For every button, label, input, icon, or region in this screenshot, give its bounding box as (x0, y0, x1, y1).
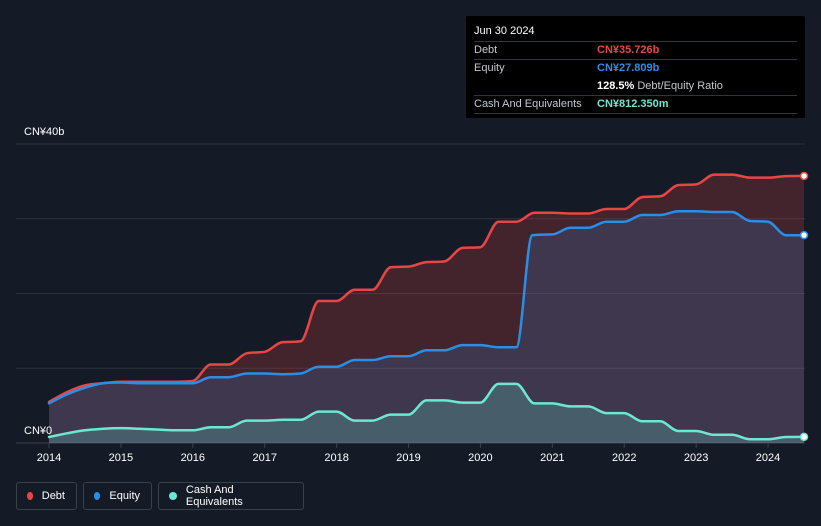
legend-debt-label: Debt (41, 490, 65, 502)
x-tick-label: 2020 (468, 452, 492, 464)
tooltip-date: Jun 30 2024 (474, 25, 535, 37)
equity-line (47, 210, 806, 405)
tooltip-ratio-row: 128.5% Debt/Equity Ratio (474, 77, 797, 95)
legend-equity[interactable]: Equity (83, 482, 152, 510)
tooltip-ratio-label: Debt/Equity Ratio (637, 80, 723, 92)
legend-equity-dot (94, 492, 101, 500)
x-axis-ticks: 2014 2015 2016 2017 2018 2019 2020 2021 2022 2023… (37, 443, 780, 464)
area-fills (49, 174, 804, 443)
tooltip-debt-value: CN¥35.726b (597, 44, 660, 56)
x-tick-label: 2018 (324, 452, 348, 464)
grid-lines (16, 143, 805, 444)
tooltip-equity-row: Equity CN¥27.809b (474, 59, 797, 77)
tooltip-equity-value: CN¥27.809b (597, 62, 660, 74)
x-tick-label: 2024 (756, 452, 780, 464)
cash-area (49, 383, 804, 443)
cash-end-point[interactable] (799, 432, 809, 442)
x-tick-label: 2016 (181, 452, 205, 464)
tooltip-cash-label: Cash And Equivalents (474, 98, 582, 110)
y-axis-min-label: CN¥0 (24, 425, 53, 437)
x-tick-label: 2023 (684, 452, 708, 464)
x-tick-label: 2017 (252, 452, 276, 464)
tooltip-cash-row: Cash And Equivalents CN¥812.350m (474, 95, 797, 113)
legend-debt[interactable]: Debt (16, 482, 77, 510)
legend-cash[interactable]: Cash And Equivalents (158, 482, 304, 510)
y-axis-max-label: CN¥40b (24, 126, 65, 138)
legend-cash-label: Cash And Equivalents (185, 484, 243, 508)
end-markers (799, 171, 809, 442)
equity-end-point[interactable] (799, 230, 809, 240)
tooltip-ratio-value: 128.5% (597, 80, 635, 92)
series-lines (47, 173, 806, 441)
legend-equity-label: Equity (109, 490, 140, 502)
x-tick-label: 2022 (612, 452, 636, 464)
tooltip-debt-label: Debt (474, 44, 498, 56)
x-tick-label: 2019 (396, 452, 420, 464)
tooltip-cash-value: CN¥812.350m (597, 98, 669, 110)
debt-line (47, 173, 806, 404)
data-tooltip: Jun 30 2024 Debt CN¥35.726b Equity CN¥27… (466, 16, 805, 118)
tooltip-debt-row: Debt CN¥35.726b (474, 41, 797, 59)
equity-area (49, 211, 804, 443)
tooltip-equity-label: Equity (474, 62, 505, 74)
legend-debt-dot (27, 492, 33, 500)
debt-end-point[interactable] (799, 171, 809, 181)
x-tick-label: 2021 (540, 452, 564, 464)
x-tick-label: 2014 (37, 452, 61, 464)
x-tick-label: 2015 (109, 452, 133, 464)
legend-cash-dot (169, 492, 177, 500)
cash-line (47, 382, 806, 441)
